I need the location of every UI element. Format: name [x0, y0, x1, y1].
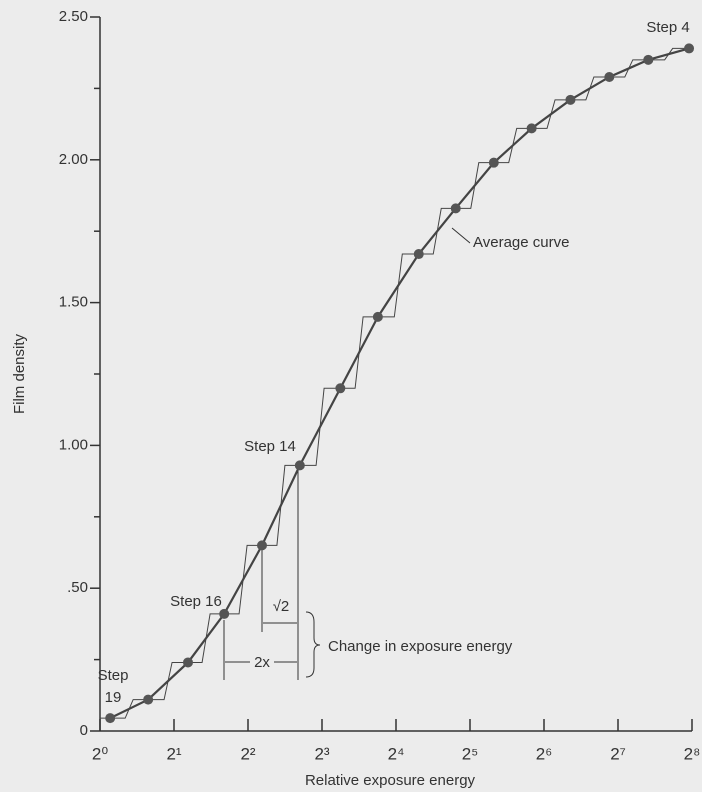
y-tick-label: .50: [67, 579, 88, 596]
x-tick-label: 2²: [240, 744, 255, 763]
annotation: Step: [98, 667, 129, 684]
annotation: √2: [273, 598, 290, 615]
label-bg: [250, 652, 274, 672]
x-tick-label: 2⁷: [610, 744, 626, 763]
x-tick-label: 2⁸: [684, 744, 701, 763]
annotation: Step 14: [244, 438, 296, 455]
annotation: Step 4: [646, 19, 689, 36]
point: [565, 94, 576, 105]
line: [109, 47, 690, 720]
point: [294, 460, 305, 471]
point: [526, 123, 537, 134]
x-tick-label: 2⁶: [536, 744, 552, 763]
x-tick-label: 2⁵: [462, 744, 479, 763]
annotation: 19: [105, 689, 122, 706]
point: [105, 713, 116, 724]
x-tick-label: 2¹: [166, 744, 181, 763]
x-tick-label: 2⁰: [92, 744, 108, 763]
point: [219, 608, 230, 619]
point: [488, 157, 499, 168]
point: [182, 657, 193, 668]
annotation: Step 16: [170, 593, 222, 610]
point: [643, 54, 654, 65]
annotation: Change in exposure energy: [328, 638, 513, 655]
x-axis-label: Relative exposure energy: [305, 772, 476, 789]
leader-line: [451, 227, 471, 244]
step-trace: [100, 47, 692, 719]
y-tick-label: 1.00: [59, 436, 88, 453]
point: [413, 249, 424, 260]
point: [684, 43, 695, 54]
y-tick-label: 2.00: [59, 151, 88, 168]
point: [256, 540, 267, 551]
x-tick-label: 2³: [314, 744, 329, 763]
series-label: Average curve: [473, 234, 569, 251]
y-tick-label: 0: [80, 722, 88, 739]
point: [143, 694, 154, 705]
x-tick-label: 2⁴: [388, 744, 405, 763]
y-tick-label: 2.50: [59, 8, 88, 25]
y-axis-label: Film density: [11, 333, 28, 414]
point: [450, 203, 461, 214]
point: [335, 383, 346, 394]
y-tick-label: 1.50: [59, 294, 88, 311]
point: [604, 71, 615, 82]
point: [372, 311, 383, 322]
annotation: 2x: [254, 654, 270, 671]
brace: [305, 611, 321, 678]
